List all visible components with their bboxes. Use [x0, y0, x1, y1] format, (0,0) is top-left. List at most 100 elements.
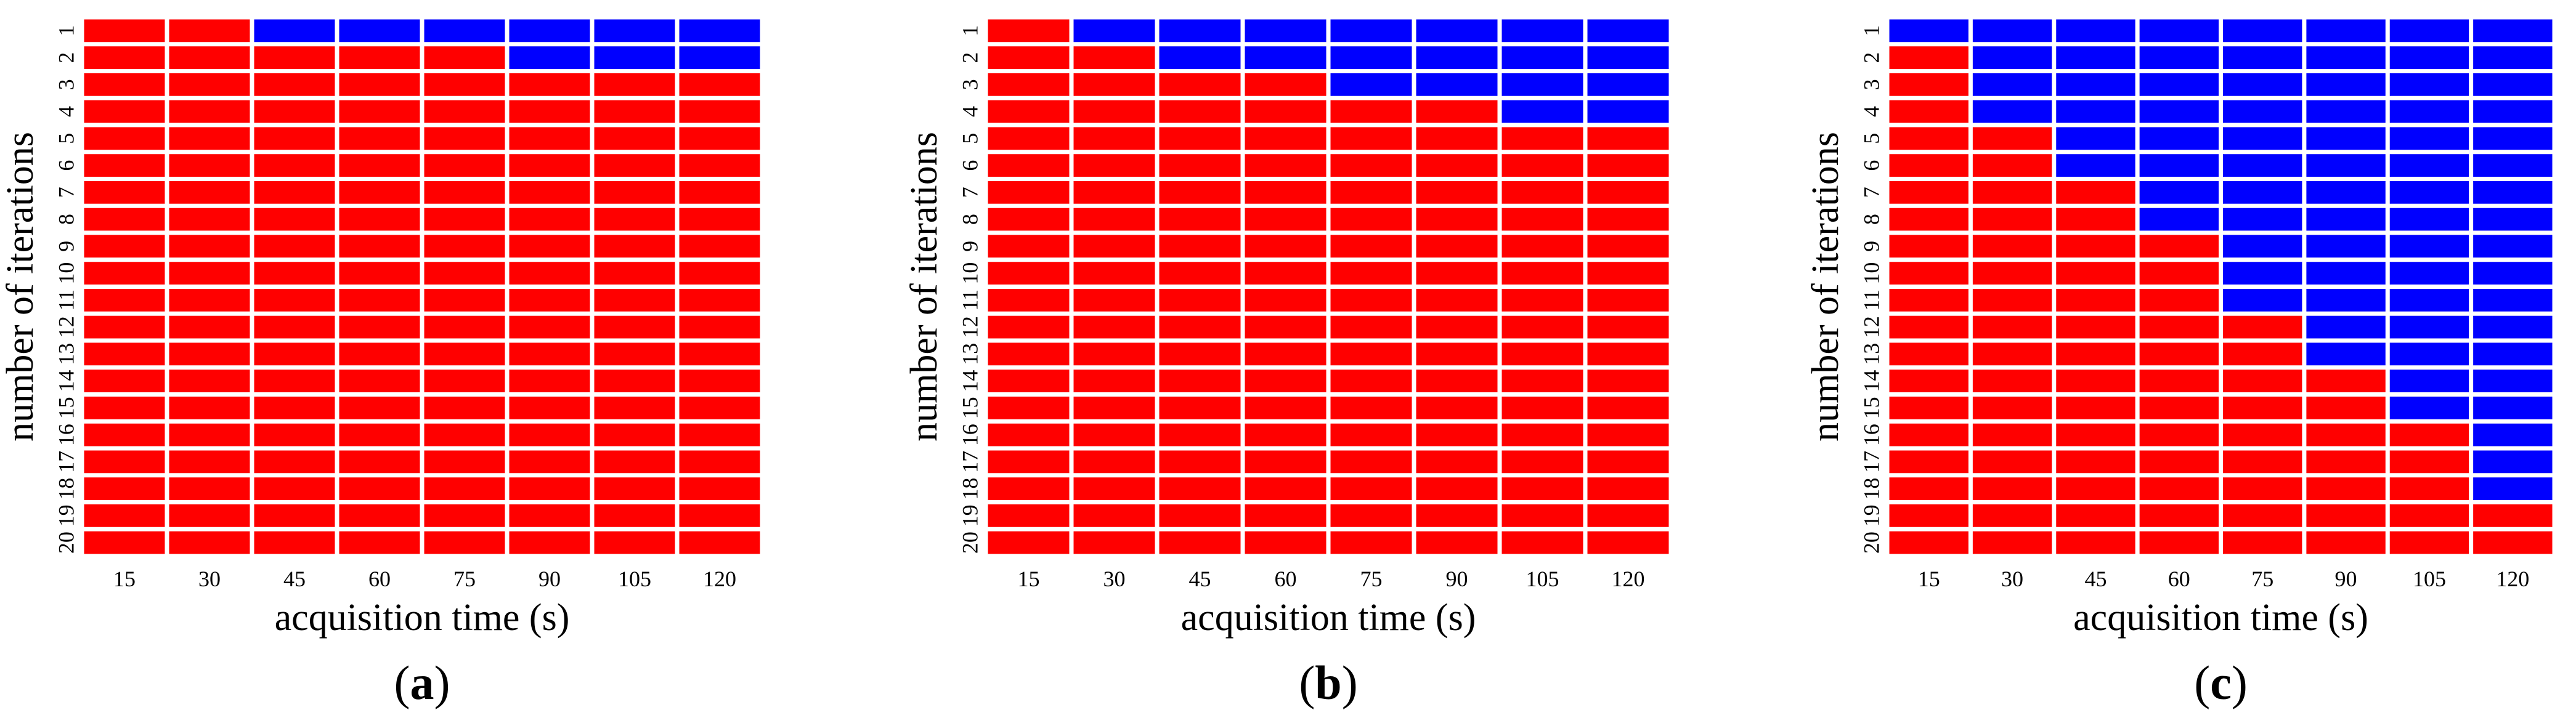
y-tick-label: 17 — [54, 451, 78, 473]
heatmap-cell — [2306, 342, 2386, 366]
heatmap-cell — [2389, 397, 2469, 419]
panel-letter: b — [1315, 656, 1341, 709]
heatmap-cell — [2389, 315, 2469, 339]
y-tick-label: 20 — [957, 531, 982, 554]
heatmap-cell — [1073, 531, 1155, 554]
heatmap-cell — [679, 100, 760, 123]
heatmap-cell — [1587, 531, 1669, 554]
heatmap-cell — [1159, 315, 1241, 339]
heatmap-cell — [424, 127, 505, 150]
heatmap-cell — [509, 342, 590, 366]
heatmap-cell — [1416, 370, 1498, 392]
heatmap-cell — [1330, 19, 1412, 42]
x-tick-label: 45 — [2084, 567, 2107, 591]
y-tick-label: 6 — [54, 160, 78, 171]
heatmap-cell — [424, 504, 505, 527]
heatmap-cell — [254, 423, 335, 446]
heatmap-cell — [594, 289, 675, 312]
heatmap-cell — [2306, 73, 2386, 96]
heatmap-cell — [1073, 100, 1155, 123]
heatmap-cell — [1159, 342, 1241, 366]
heatmap-cell — [1889, 208, 1969, 231]
heatmap-cell — [594, 423, 675, 446]
heatmap-cell — [1416, 397, 1498, 419]
heatmap-cell — [1159, 181, 1241, 204]
heatmap-cell — [2473, 342, 2553, 366]
heatmap-cell — [2056, 342, 2135, 366]
heatmap-cell — [988, 154, 1070, 177]
heatmap-cell — [2473, 154, 2553, 177]
y-tick-label: 11 — [54, 289, 78, 311]
heatmap-cell — [254, 531, 335, 554]
heatmap-cell — [988, 370, 1070, 392]
heatmap-cell — [679, 235, 760, 258]
heatmap-cell — [1416, 531, 1498, 554]
heatmap-cell — [988, 477, 1070, 500]
heatmap-cell — [2139, 154, 2219, 177]
heatmap-cell — [2056, 73, 2135, 96]
heatmap-cell — [2056, 208, 2135, 231]
heatmap-cell — [424, 262, 505, 285]
heatmap-cell — [254, 504, 335, 527]
heatmap-cell — [84, 531, 165, 554]
heatmap-cell — [1159, 46, 1241, 69]
heatmap-cell — [339, 235, 420, 258]
heatmap-cell — [1501, 100, 1583, 123]
x-tick-label: 105 — [1526, 567, 1559, 591]
heatmap-cell — [594, 397, 675, 419]
heatmap-cell — [2306, 504, 2386, 527]
heatmap-cell — [2056, 397, 2135, 419]
heatmap-cell — [2056, 100, 2135, 123]
x-tick-label: 90 — [2335, 567, 2357, 591]
heatmap-cell — [339, 315, 420, 339]
heatmap-cell — [679, 19, 760, 42]
heatmap-cell — [84, 46, 165, 69]
heatmap-cell — [2223, 19, 2302, 42]
heatmap-cell — [2056, 46, 2135, 69]
heatmap-cell — [1972, 289, 2052, 312]
heatmap-cell — [2389, 46, 2469, 69]
heatmap-cell — [679, 154, 760, 177]
heatmap-cell — [2139, 423, 2219, 446]
heatmap-cell — [679, 370, 760, 392]
heatmap-cell — [169, 450, 250, 474]
heatmap-cell — [2473, 423, 2553, 446]
heatmap-cell — [679, 477, 760, 500]
heatmap-cell — [594, 450, 675, 474]
heatmap-cell — [1587, 127, 1669, 150]
heatmap-cell — [1972, 100, 2052, 123]
x-tick-label: 45 — [1189, 567, 1211, 591]
heatmap-cell — [1972, 477, 2052, 500]
heatmap-cell — [424, 181, 505, 204]
heatmap-cell — [2473, 235, 2553, 258]
heatmap-cell — [1245, 46, 1327, 69]
heatmap-cell — [1501, 262, 1583, 285]
heatmap-cell — [1889, 127, 1969, 150]
heatmap-cell — [2223, 531, 2302, 554]
y-tick-label: 2 — [1859, 52, 1883, 63]
heatmap-cell — [2306, 235, 2386, 258]
heatmap-cell — [1587, 154, 1669, 177]
y-axis-label: number of iterations — [1805, 132, 1847, 442]
heatmap-cell — [594, 262, 675, 285]
heatmap-cell — [594, 208, 675, 231]
heatmap-cell — [2056, 181, 2135, 204]
heatmap-cell — [1889, 342, 1969, 366]
heatmap-cell — [2306, 19, 2386, 42]
heatmap-cell — [339, 208, 420, 231]
heatmap-cell — [2139, 397, 2219, 419]
heatmap-cell — [169, 477, 250, 500]
y-tick-label: 3 — [957, 79, 982, 90]
y-tick-label: 9 — [54, 241, 78, 252]
heatmap-cell — [988, 73, 1070, 96]
heatmap-cell — [2139, 46, 2219, 69]
heatmap-cell — [594, 315, 675, 339]
y-tick-label: 7 — [1859, 187, 1883, 198]
y-tick-label: 4 — [54, 106, 78, 117]
y-tick-label: 12 — [957, 316, 982, 338]
heatmap-cell — [1972, 46, 2052, 69]
heatmap-cell — [2056, 127, 2135, 150]
heatmap-cell — [254, 100, 335, 123]
heatmap-cell — [339, 46, 420, 69]
heatmap-cell — [1416, 154, 1498, 177]
